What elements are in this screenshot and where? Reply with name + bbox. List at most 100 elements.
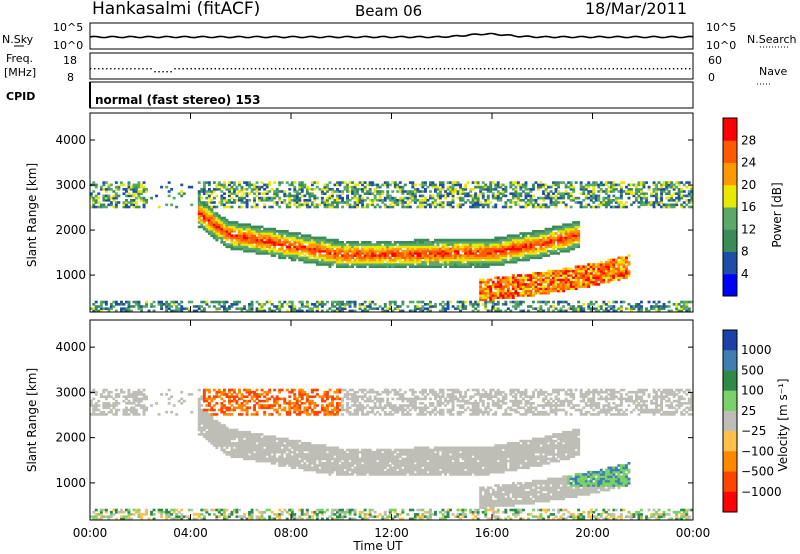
power-cell (614, 269, 618, 273)
power-cell (496, 254, 500, 257)
power-cell (396, 249, 400, 253)
power-cell (300, 203, 304, 207)
power-cell (197, 201, 201, 204)
power-cell (348, 190, 352, 193)
power-cell (640, 192, 643, 196)
velocity-cell (207, 404, 211, 407)
power-cell (506, 199, 510, 202)
power-cell (323, 201, 327, 204)
power-cell (205, 212, 209, 215)
power-cell (537, 234, 540, 238)
power-cell (547, 192, 551, 196)
power-cell (516, 238, 520, 242)
power-cell (429, 309, 432, 313)
power-cell (489, 183, 493, 187)
freq-point (90, 68, 92, 70)
power-cell (398, 199, 402, 202)
power-cell (248, 247, 252, 251)
power-cell (459, 203, 463, 207)
power-cell (506, 289, 510, 293)
power-cell (426, 260, 430, 264)
power-cell (305, 309, 309, 313)
power-cell (293, 190, 297, 193)
power-cell (320, 258, 324, 262)
power-cell (667, 185, 671, 189)
power-cell (650, 192, 654, 196)
power-cell (642, 181, 646, 184)
power-cell (145, 300, 149, 304)
power-cell (496, 285, 500, 288)
power-cell (501, 296, 505, 299)
power-cell (534, 254, 538, 257)
freq-point (242, 68, 245, 70)
velocity-cell (207, 430, 211, 434)
power-cell (182, 192, 186, 196)
velocity-cell (140, 399, 143, 403)
power-cell (439, 181, 442, 184)
power-cell (373, 196, 377, 200)
freq-point (496, 68, 498, 70)
power-cell (278, 249, 282, 253)
power-cell (554, 203, 558, 207)
power-cell (127, 309, 131, 313)
power-cell (411, 309, 415, 313)
power-cell (496, 190, 500, 193)
velocity-cell (202, 515, 206, 519)
power-cell (411, 199, 415, 202)
power-cell (223, 203, 226, 207)
power-cell (604, 203, 608, 207)
power-cell (416, 245, 420, 249)
power-cell (609, 181, 613, 184)
power-cell (396, 258, 400, 262)
velocity-cell (190, 410, 194, 414)
power-cell (376, 192, 380, 196)
power-cell (122, 309, 126, 313)
power-cell (383, 245, 387, 249)
power-cell (506, 276, 510, 280)
power-cell (371, 183, 375, 187)
power-cell (303, 260, 307, 264)
power-cell (416, 263, 420, 266)
power-cell (579, 201, 583, 204)
power-cell (313, 303, 317, 306)
freq-point (685, 68, 687, 70)
power-cell (323, 247, 327, 251)
power-cell (323, 236, 327, 240)
power-cell (373, 263, 377, 266)
power-cell (484, 307, 488, 311)
power-cell (223, 309, 226, 313)
power-cell (597, 278, 601, 282)
power-cell (572, 232, 576, 235)
power-cell (255, 225, 259, 229)
power-cell (642, 203, 646, 207)
power-cell (630, 307, 633, 311)
power-cell (295, 247, 299, 251)
power-cell (215, 214, 219, 218)
power-cell (511, 194, 515, 198)
power-cell (376, 263, 380, 266)
power-cell (220, 216, 224, 220)
power-cell (258, 241, 262, 244)
power-cell (396, 263, 400, 266)
power-cell (378, 245, 382, 249)
power-cell (102, 199, 106, 202)
velocity-cell (135, 508, 138, 512)
power-cell (572, 241, 576, 244)
power-cell (293, 254, 297, 257)
power-cell (383, 309, 387, 313)
power-cell (421, 190, 425, 193)
power-cell (258, 192, 262, 196)
power-cell (567, 194, 571, 198)
power-cell (557, 272, 561, 275)
power-cell (491, 300, 495, 304)
power-cell (383, 241, 387, 244)
power-cell (331, 188, 334, 191)
power-cell (381, 254, 385, 257)
power-cell (376, 199, 380, 202)
power-cell (677, 309, 681, 313)
velocity-cell (122, 515, 126, 519)
power-cell (255, 181, 259, 184)
power-cell (205, 216, 209, 220)
power-cell (514, 291, 518, 295)
velocity-cell (102, 515, 106, 519)
